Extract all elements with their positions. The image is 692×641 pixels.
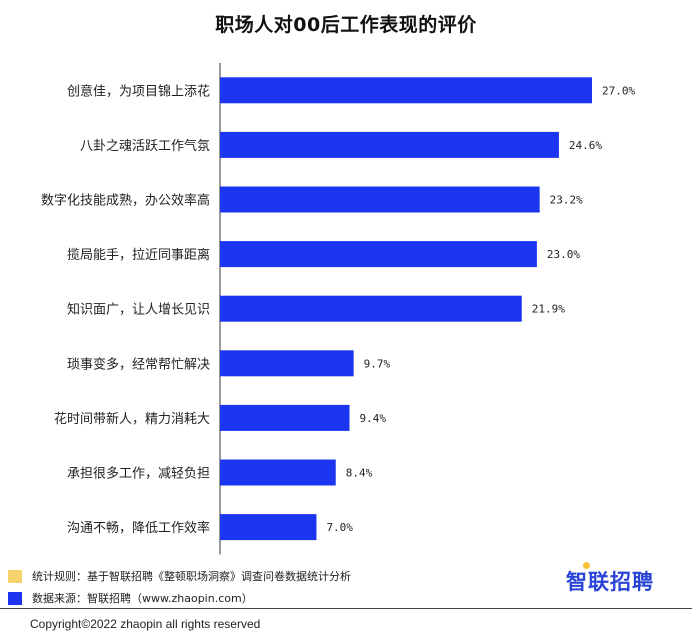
value-label: 8.4%	[346, 467, 373, 480]
bar	[220, 77, 592, 104]
note-source-text: 数据来源：智联招聘（www.zhaopin.com）	[32, 592, 253, 605]
category-label: 花时间带新人，精力消耗大	[54, 411, 210, 427]
category-label: 数字化技能成熟，办公效率高	[41, 193, 210, 209]
category-label: 创意佳，为项目锦上添花	[67, 83, 210, 99]
note-rule: 统计规则：基于智联招聘《整顿职场洞察》调查问卷数据统计分析	[8, 565, 351, 587]
category-label: 沟通不畅，降低工作效率	[67, 520, 210, 536]
brand-logo: 智联招聘	[566, 570, 654, 594]
value-label: 27.0%	[602, 84, 635, 97]
value-label: 24.6%	[569, 139, 602, 152]
bar	[220, 514, 317, 541]
value-label: 7.0%	[326, 521, 353, 534]
note-source: 数据来源：智联招聘（www.zhaopin.com）	[8, 587, 351, 609]
copyright-text: Copyright©2022 zhaopin all rights reserv…	[30, 617, 261, 631]
value-label: 9.4%	[360, 412, 387, 425]
category-label: 八卦之魂活跃工作气氛	[80, 138, 210, 154]
category-label: 知识面广，让人增长见识	[67, 302, 210, 318]
footer-divider	[0, 608, 692, 609]
source-swatch	[8, 591, 22, 605]
brand-logo-dot	[583, 562, 590, 569]
category-label: 琐事变多，经常帮忙解决	[67, 356, 210, 372]
bar	[220, 350, 354, 377]
footnotes: 统计规则：基于智联招聘《整顿职场洞察》调查问卷数据统计分析 数据来源：智联招聘（…	[8, 565, 351, 609]
category-label: 承担很多工作，减轻负担	[67, 466, 210, 482]
category-label: 揽局能手，拉近同事距离	[67, 247, 210, 263]
note-rule-text: 统计规则：基于智联招聘《整顿职场洞察》调查问卷数据统计分析	[32, 570, 351, 583]
value-label: 9.7%	[364, 357, 391, 370]
bar	[220, 241, 537, 268]
bar-chart: 创意佳，为项目锦上添花 27.0% 八卦之魂活跃工作气氛 24.6% 数字化技能成熟，办…	[41, 63, 635, 555]
bar	[220, 295, 522, 322]
value-label: 23.2%	[550, 194, 583, 207]
bar	[220, 131, 559, 158]
value-label: 21.9%	[532, 303, 565, 316]
value-label: 23.0%	[547, 248, 580, 261]
bar	[220, 459, 336, 486]
chart-title: 职场人对00后工作表现的评价	[215, 14, 477, 36]
rule-swatch	[8, 569, 22, 583]
bar	[220, 186, 540, 213]
bar	[220, 404, 350, 431]
